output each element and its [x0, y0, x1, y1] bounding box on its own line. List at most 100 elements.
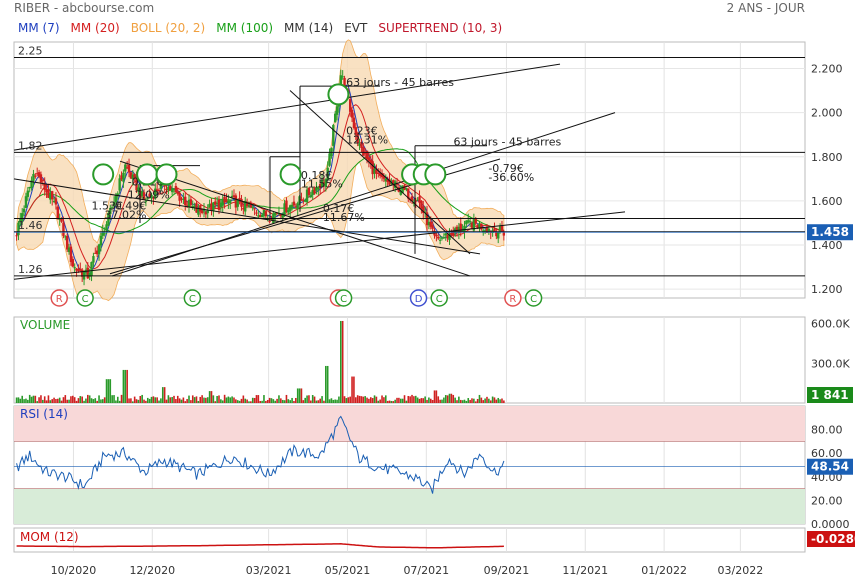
volume-bar — [115, 400, 117, 403]
volume-bar — [396, 397, 398, 403]
legend-item: MM (14) — [284, 21, 334, 35]
candle-body — [253, 208, 256, 210]
event-marker-letter: C — [189, 294, 196, 305]
volume-bar — [433, 390, 436, 403]
candle-body — [305, 189, 309, 203]
volume-bar — [429, 398, 432, 403]
volume-bar — [103, 397, 106, 403]
volume-bar — [405, 400, 408, 403]
volume-bar — [87, 394, 89, 403]
legend-item: EVT — [344, 21, 368, 35]
candle-body — [386, 180, 389, 182]
mom-line — [16, 543, 504, 549]
chart-annotation: 11.67% — [323, 211, 365, 224]
volume-bar — [407, 395, 410, 403]
volume-bar — [75, 400, 78, 403]
candle-body — [485, 227, 489, 233]
candle-body — [472, 218, 476, 231]
candle-body — [172, 188, 176, 190]
candle-body — [440, 237, 444, 239]
volume-bar — [448, 393, 451, 403]
chart-annotation: 12.31% — [346, 134, 388, 147]
candle-body — [448, 233, 451, 240]
candle-body — [483, 230, 487, 232]
volume-bar — [488, 398, 490, 403]
volume-bar — [364, 396, 366, 403]
volume-bar — [366, 397, 368, 403]
candle-body — [251, 206, 254, 209]
volume-bar — [261, 400, 263, 403]
volume-bar — [343, 396, 346, 403]
candle-body — [80, 269, 84, 277]
volume-bar — [471, 398, 473, 403]
volume-bar — [444, 395, 447, 403]
candle-body — [140, 191, 144, 197]
volume-bar — [276, 398, 278, 403]
volume-bar — [495, 399, 498, 403]
chart-title: RIBER - abcbourse.com — [14, 1, 155, 15]
candle-body — [354, 127, 357, 135]
volume-bar — [113, 395, 115, 403]
candle-body — [165, 188, 168, 191]
candle-body — [414, 200, 417, 202]
candle-body — [274, 212, 277, 216]
candle-body — [187, 199, 191, 208]
candle-body — [191, 206, 194, 208]
trend-line — [119, 160, 471, 277]
candle-body — [71, 258, 75, 267]
volume-bar — [362, 396, 365, 403]
candle-body — [416, 199, 419, 201]
candle-body — [169, 186, 172, 190]
volume-bar — [173, 395, 175, 403]
volume-bar — [141, 394, 143, 403]
candle-body — [487, 228, 491, 233]
chart-annotation: 0.23€ — [346, 125, 378, 138]
x-tick-label: 03/2022 — [718, 564, 764, 577]
candle-body — [178, 192, 181, 201]
volume-bar — [101, 399, 104, 403]
volume-bar — [418, 398, 421, 403]
volume-bar — [242, 395, 245, 403]
candle-body — [73, 267, 76, 269]
volume-bar — [51, 399, 53, 403]
volume-bar — [358, 395, 361, 403]
price-tick-label: 1.200 — [811, 283, 843, 296]
candle-body — [17, 222, 20, 236]
candle-body — [442, 237, 446, 239]
volume-bar — [83, 400, 85, 403]
candle-body — [459, 223, 462, 232]
volume-bar — [203, 397, 205, 403]
volume-bar — [503, 400, 505, 403]
volume-badge — [807, 387, 853, 403]
volume-bar — [266, 399, 269, 403]
candle-body — [50, 191, 54, 200]
volume-bar — [133, 396, 136, 403]
candle-body — [120, 175, 123, 180]
volume-bar — [465, 400, 468, 403]
candle-body — [463, 225, 466, 233]
candle-body — [403, 185, 406, 190]
legend-item: BOLL (20, 2) — [130, 21, 206, 35]
volume-bar — [180, 399, 183, 403]
candle-body — [307, 187, 311, 196]
candle-body — [62, 222, 65, 236]
volume-bar — [383, 397, 385, 403]
candle-body — [392, 180, 395, 186]
volume-bar — [66, 399, 68, 403]
smiley-icon — [327, 83, 350, 106]
candle-body — [285, 200, 288, 213]
candle-body — [69, 246, 73, 263]
volume-bar — [478, 394, 481, 403]
volume-bar — [379, 399, 381, 403]
candle-body — [200, 210, 204, 214]
candle-body — [221, 199, 224, 206]
volume-bar — [246, 399, 248, 403]
candle-body — [302, 199, 305, 201]
volume-bar — [265, 400, 267, 403]
volume-bar — [158, 400, 160, 403]
volume-bar — [293, 400, 295, 403]
candle-body — [287, 209, 290, 213]
event-marker-C — [334, 289, 353, 307]
candle-body — [311, 190, 314, 195]
volume-bar — [308, 395, 310, 403]
